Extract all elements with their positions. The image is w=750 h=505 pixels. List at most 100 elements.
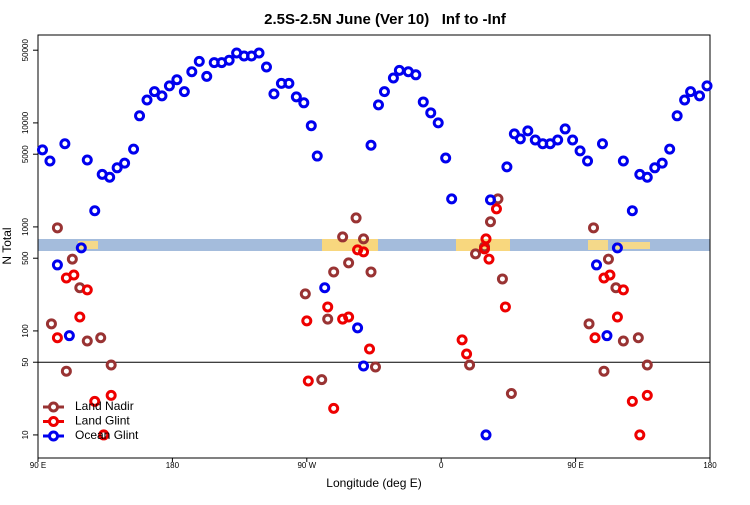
data-point [582,155,594,167]
data-point [501,161,513,173]
data-point [223,54,235,66]
data-point [44,155,56,167]
data-point [134,110,146,122]
y-axis-label: N Total [0,227,14,264]
data-point [583,318,595,330]
data-point [111,162,123,174]
data-point [352,322,364,334]
data-point [302,375,314,387]
data-point [611,242,623,254]
data-point [479,243,491,255]
data-point [484,194,496,206]
data-point [350,212,362,224]
data-point [105,359,117,371]
data-point [283,77,295,89]
data-point [358,360,370,372]
data-point [484,216,496,228]
y-tick-label: 10000 [21,111,30,134]
legend-marker [48,430,59,442]
data-point [626,395,638,407]
legend-label: Land Nadir [75,399,134,413]
data-point [410,69,422,81]
data-point [343,311,355,323]
data-point [337,231,349,243]
data-point [634,429,646,441]
x-tick-label: 180 [703,461,717,470]
data-point [171,74,183,86]
data-point [393,64,405,76]
data-point [81,335,93,347]
data-point [480,233,492,245]
legend-marker [48,416,59,427]
data-point [343,257,355,269]
data-point [63,330,75,342]
y-tick-label: 10 [21,430,30,439]
data-point [641,171,653,183]
data-point [328,402,340,414]
data-point [499,301,511,313]
data-point [328,266,340,278]
data-point [559,123,571,135]
data-point [98,429,110,441]
data-point [178,86,190,98]
legend-label: Land Glint [75,414,130,428]
x-tick-label: 90 E [567,461,583,470]
data-point [128,143,140,155]
data-point [611,311,623,323]
data-point [432,117,444,129]
y-tick-label: 5000 [21,145,30,163]
data-point [464,359,476,371]
data-point [290,91,302,103]
data-point [514,133,526,145]
data-point [51,332,63,344]
data-point [75,242,87,254]
data-point [567,134,579,146]
data-point [601,330,613,342]
data-point [322,301,334,313]
data-point [268,88,280,100]
data-point [365,139,377,151]
data-point [632,332,644,344]
data-point [446,193,458,205]
legend-label: Ocean Glint [75,428,139,442]
data-point [664,143,676,155]
y-tick-label: 50 [21,357,30,366]
data-point [193,55,205,67]
data-point [588,222,600,234]
y-tick-label: 50000 [21,39,30,62]
data-point [81,284,93,296]
data-point [311,150,323,162]
data-point [598,365,610,377]
data-point [417,96,429,108]
chart-title: 2.5S-2.5N June (Ver 10) Inf to -Inf [264,11,507,28]
x-tick-label: 180 [166,461,180,470]
data-point [316,374,328,386]
x-tick-label: 0 [439,461,444,470]
data-point [105,389,117,401]
data-point [641,389,653,401]
data-point [66,253,78,265]
x-axis-label: Longitude (deg E) [326,476,421,490]
data-point [59,138,71,150]
data-point [45,318,57,330]
data-point [626,205,638,217]
data-point [656,157,668,169]
data-point [260,61,272,73]
data-point [253,47,265,59]
data-point [694,90,706,102]
y-tick-label: 100 [21,324,30,338]
data-point [480,429,492,441]
data-point [617,335,629,347]
data-point [36,144,48,156]
data-point [298,97,310,109]
data-point [589,332,601,344]
data-point [505,388,517,400]
data-point [95,332,107,344]
data-point [574,145,586,157]
data-point [604,269,616,281]
y-tick-label: 1000 [21,217,30,235]
data-point [440,152,452,164]
data-point [372,99,384,111]
data-point [89,395,101,407]
data-point [685,86,697,98]
